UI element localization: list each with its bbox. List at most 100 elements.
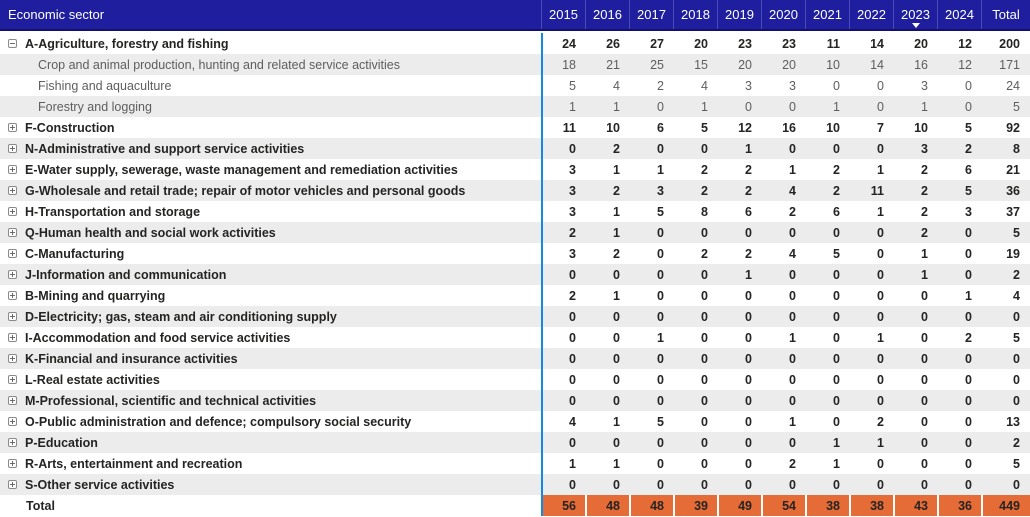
- value-cell[interactable]: 1: [657, 162, 664, 177]
- value-cell[interactable]: 1: [921, 99, 928, 114]
- row-total-cell[interactable]: 0: [1013, 393, 1020, 408]
- value-cell[interactable]: 1: [833, 99, 840, 114]
- row-label-sector[interactable]: L-Real estate activities: [0, 369, 541, 390]
- grand-total-value-cell[interactable]: 54: [761, 495, 805, 516]
- value-cell[interactable]: 0: [745, 330, 752, 345]
- value-cell[interactable]: 0: [921, 477, 928, 492]
- row-total-cell[interactable]: 5: [1013, 225, 1020, 240]
- value-cell[interactable]: 12: [958, 57, 972, 72]
- value-cell[interactable]: 0: [613, 351, 620, 366]
- expand-icon[interactable]: [8, 165, 17, 174]
- column-header-2016[interactable]: 2016: [585, 0, 629, 29]
- value-cell[interactable]: 20: [782, 57, 796, 72]
- value-cell[interactable]: 7: [877, 120, 884, 135]
- value-cell[interactable]: 2: [877, 414, 884, 429]
- row-label-sector[interactable]: B-Mining and quarrying: [0, 285, 541, 306]
- row-label-sector[interactable]: A-Agriculture, forestry and fishing: [0, 33, 541, 54]
- value-cell[interactable]: 0: [657, 372, 664, 387]
- value-cell[interactable]: 0: [701, 267, 708, 282]
- value-cell[interactable]: 3: [789, 78, 796, 93]
- value-cell[interactable]: 0: [833, 225, 840, 240]
- collapse-icon[interactable]: [8, 39, 17, 48]
- value-cell[interactable]: 26: [606, 36, 620, 51]
- value-cell[interactable]: 4: [541, 411, 585, 432]
- expand-icon[interactable]: [8, 333, 17, 342]
- value-cell[interactable]: 0: [701, 477, 708, 492]
- value-cell[interactable]: 0: [745, 477, 752, 492]
- value-cell[interactable]: 3: [541, 243, 585, 264]
- value-cell[interactable]: 24: [541, 33, 585, 54]
- value-cell[interactable]: 20: [914, 36, 928, 51]
- value-cell[interactable]: 23: [738, 36, 752, 51]
- value-cell[interactable]: 5: [701, 120, 708, 135]
- value-cell[interactable]: 0: [541, 432, 585, 453]
- row-label-sector[interactable]: J-Information and communication: [0, 264, 541, 285]
- value-cell[interactable]: 12: [958, 36, 972, 51]
- value-cell[interactable]: 0: [701, 372, 708, 387]
- grand-total-value-cell[interactable]: 48: [629, 495, 673, 516]
- value-cell[interactable]: 0: [789, 351, 796, 366]
- value-cell[interactable]: 3: [657, 183, 664, 198]
- value-cell[interactable]: 0: [701, 141, 708, 156]
- row-total-cell[interactable]: 2: [1013, 267, 1020, 282]
- value-cell[interactable]: 14: [870, 57, 884, 72]
- value-cell[interactable]: 0: [657, 477, 664, 492]
- row-total-cell[interactable]: 8: [1013, 141, 1020, 156]
- value-cell[interactable]: 2: [701, 162, 708, 177]
- row-label-sector[interactable]: H-Transportation and storage: [0, 201, 541, 222]
- value-cell[interactable]: 2: [613, 141, 620, 156]
- value-cell[interactable]: 0: [877, 246, 884, 261]
- value-cell[interactable]: 0: [541, 138, 585, 159]
- value-cell[interactable]: 0: [657, 351, 664, 366]
- value-cell[interactable]: 5: [965, 183, 972, 198]
- grand-total-value-cell[interactable]: 39: [673, 495, 717, 516]
- value-cell[interactable]: 1: [657, 330, 664, 345]
- row-total-cell[interactable]: 0: [1013, 372, 1020, 387]
- grand-total-value-cell[interactable]: 36: [937, 495, 981, 516]
- value-cell[interactable]: 1: [877, 435, 884, 450]
- value-cell[interactable]: 1: [921, 246, 928, 261]
- value-cell[interactable]: 2: [657, 78, 664, 93]
- value-cell[interactable]: 3: [541, 180, 585, 201]
- value-cell[interactable]: 12: [738, 120, 752, 135]
- value-cell[interactable]: 0: [701, 393, 708, 408]
- value-cell[interactable]: 0: [657, 99, 664, 114]
- value-cell[interactable]: 1: [921, 267, 928, 282]
- value-cell[interactable]: 0: [541, 474, 585, 495]
- value-cell[interactable]: 1: [833, 435, 840, 450]
- value-cell[interactable]: 0: [745, 99, 752, 114]
- value-cell[interactable]: 1: [745, 267, 752, 282]
- value-cell[interactable]: 2: [789, 456, 796, 471]
- value-cell[interactable]: 0: [701, 288, 708, 303]
- value-cell[interactable]: 0: [541, 327, 585, 348]
- column-header-2023[interactable]: 2023: [893, 0, 937, 29]
- column-header-total[interactable]: Total: [981, 0, 1030, 29]
- value-cell[interactable]: 0: [921, 372, 928, 387]
- value-cell[interactable]: 0: [789, 477, 796, 492]
- row-label-sector[interactable]: O-Public administration and defence; com…: [0, 411, 541, 432]
- value-cell[interactable]: 0: [789, 99, 796, 114]
- value-cell[interactable]: 0: [877, 309, 884, 324]
- value-cell[interactable]: 0: [965, 99, 972, 114]
- value-cell[interactable]: 0: [833, 267, 840, 282]
- value-cell[interactable]: 3: [965, 204, 972, 219]
- row-total-cell[interactable]: 13: [1006, 414, 1020, 429]
- column-header-2017[interactable]: 2017: [629, 0, 673, 29]
- expand-icon[interactable]: [8, 438, 17, 447]
- expand-icon[interactable]: [8, 270, 17, 279]
- value-cell[interactable]: 0: [833, 309, 840, 324]
- value-cell[interactable]: 15: [694, 57, 708, 72]
- value-cell[interactable]: 0: [965, 393, 972, 408]
- expand-icon[interactable]: [8, 123, 17, 132]
- grand-total-value-cell[interactable]: 38: [849, 495, 893, 516]
- value-cell[interactable]: 0: [541, 348, 585, 369]
- value-cell[interactable]: 0: [541, 369, 585, 390]
- value-cell[interactable]: 0: [541, 306, 585, 327]
- value-cell[interactable]: 3: [745, 78, 752, 93]
- value-cell[interactable]: 4: [789, 246, 796, 261]
- value-cell[interactable]: 18: [541, 54, 585, 75]
- value-cell[interactable]: 0: [921, 393, 928, 408]
- row-label-sector[interactable]: E-Water supply, sewerage, waste manageme…: [0, 159, 541, 180]
- column-header-2022[interactable]: 2022: [849, 0, 893, 29]
- value-cell[interactable]: 2: [789, 204, 796, 219]
